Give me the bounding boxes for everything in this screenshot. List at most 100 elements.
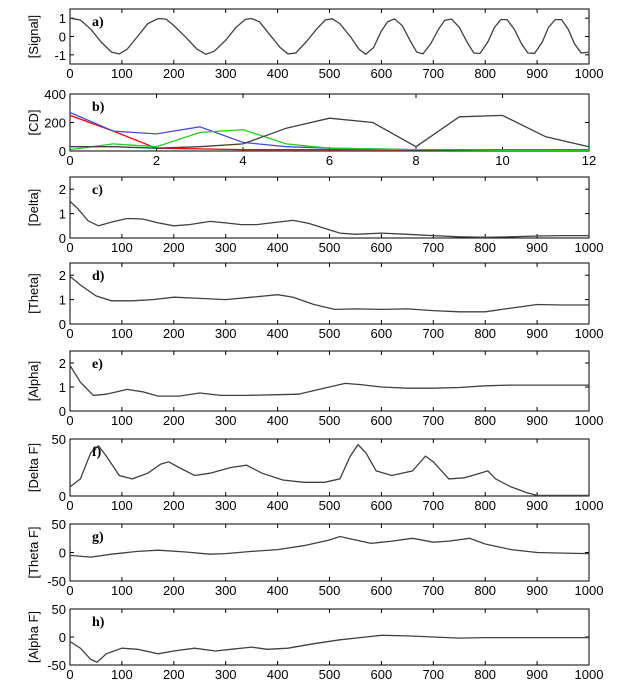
series-line <box>69 365 589 397</box>
x-tick-label: 8 <box>412 153 419 168</box>
x-tick-label: 200 <box>163 326 185 341</box>
x-tick-label: 10 <box>495 153 509 168</box>
x-tick-label: 900 <box>526 326 548 341</box>
x-tick-label: 600 <box>371 413 393 428</box>
x-tick-label: 200 <box>163 667 185 682</box>
x-tick-label: 800 <box>474 240 496 255</box>
y-axis-label: [CD] <box>26 110 41 136</box>
panel-label: g) <box>92 530 104 545</box>
x-tick-label: 700 <box>422 66 444 81</box>
panel-label: b) <box>92 100 105 115</box>
x-tick-label: 600 <box>371 583 393 598</box>
x-tick-label: 12 <box>582 153 596 168</box>
x-tick-label: 500 <box>319 583 341 598</box>
series-line <box>70 114 590 149</box>
x-tick-label: 2 <box>153 153 160 168</box>
y-tick-label: 50 <box>52 517 66 532</box>
series-line <box>69 275 589 313</box>
panel-e: 0 100 200 300 400 500 600 700 800 900 1000 0 1 2 [Alph… <box>26 350 604 428</box>
panel-a: 0 100 200 300 400 500 600 700 800 900 100010-1[Sig… <box>26 8 603 81</box>
x-tick-label: 800 <box>474 66 496 81</box>
x-tick-label: 900 <box>526 66 548 81</box>
x-tick-label: 0 <box>66 66 73 81</box>
x-tick-label: 500 <box>319 240 341 255</box>
x-tick-label: 700 <box>422 667 444 682</box>
x-tick-label: 700 <box>422 326 444 341</box>
plot-frame <box>69 176 590 239</box>
panel-b: 0 2 4 6 8 10 12 0 200 400[CD] b) <box>26 87 596 168</box>
panel-label: d) <box>92 269 105 284</box>
x-tick-label: 0 <box>66 498 73 513</box>
x-tick-label: 400 <box>267 413 289 428</box>
series-line <box>69 200 589 238</box>
series-line <box>69 17 590 56</box>
y-tick-label: 0 <box>59 630 66 645</box>
y-tick-label: 0 <box>59 489 66 504</box>
x-tick-label: 200 <box>163 240 185 255</box>
x-tick-label: 600 <box>371 667 393 682</box>
y-tick-label: -1 <box>54 48 66 63</box>
y-tick-label: 0 <box>59 546 66 561</box>
y-tick-label: 2 <box>59 182 66 197</box>
panel-f: 0 100 200 300 400 500 600 700 800 900 1000 0 50 [Delt… <box>26 432 603 513</box>
x-tick-label: 1000 <box>575 583 604 598</box>
x-tick-label: 6 <box>326 153 333 168</box>
panel-label: a) <box>92 15 104 30</box>
x-tick-label: 800 <box>474 667 496 682</box>
x-tick-label: 500 <box>319 326 341 341</box>
x-tick-label: 1000 <box>575 326 604 341</box>
y-axis-label: [Delta] <box>26 189 41 227</box>
x-tick-label: 1000 <box>575 667 604 682</box>
x-tick-label: 200 <box>163 583 185 598</box>
x-tick-label: 100 <box>111 326 133 341</box>
y-tick-label: 0 <box>59 231 66 246</box>
series-line <box>69 443 589 497</box>
plot-frame <box>69 93 590 152</box>
panel-g: 0 100 200 300 400 500 600 700 800 900 1000500-50[T… <box>26 517 603 598</box>
y-tick-label: 0 <box>59 30 66 45</box>
x-tick-label: 300 <box>215 240 237 255</box>
y-tick-label: 1 <box>59 207 66 222</box>
x-tick-label: 600 <box>371 240 393 255</box>
x-tick-label: 800 <box>474 498 496 513</box>
x-tick-label: 1000 <box>575 240 604 255</box>
y-axis-label: [Signal] <box>26 15 41 58</box>
x-tick-label: 900 <box>526 667 548 682</box>
x-tick-label: 600 <box>371 498 393 513</box>
panel-label: f) <box>92 445 102 460</box>
x-tick-label: 1000 <box>575 413 604 428</box>
x-tick-label: 600 <box>371 326 393 341</box>
plot-frame <box>69 8 590 65</box>
y-tick-label: 1 <box>59 293 66 308</box>
x-tick-label: 100 <box>111 240 133 255</box>
x-tick-label: 400 <box>267 498 289 513</box>
x-tick-label: 0 <box>66 583 73 598</box>
x-tick-label: 100 <box>111 667 133 682</box>
x-tick-label: 800 <box>474 326 496 341</box>
y-tick-label: 200 <box>44 116 66 131</box>
series-line <box>69 535 590 558</box>
x-tick-label: 700 <box>422 498 444 513</box>
y-tick-label: 0 <box>59 144 66 159</box>
y-tick-label: -50 <box>47 658 66 673</box>
x-tick-label: 200 <box>163 66 185 81</box>
x-tick-label: 300 <box>215 667 237 682</box>
x-tick-label: 0 <box>66 413 73 428</box>
x-tick-label: 600 <box>371 66 393 81</box>
x-tick-label: 100 <box>111 413 133 428</box>
x-tick-label: 900 <box>526 413 548 428</box>
x-tick-label: 0 <box>66 326 73 341</box>
x-tick-label: 200 <box>163 413 185 428</box>
y-tick-label: 0 <box>59 404 66 419</box>
y-tick-label: 2 <box>59 268 66 283</box>
y-axis-label: [Alpha] <box>26 361 41 401</box>
series-line <box>69 128 589 151</box>
x-tick-label: 500 <box>319 66 341 81</box>
x-tick-label: 300 <box>215 413 237 428</box>
y-axis-label: [Alpha F] <box>26 611 41 663</box>
x-tick-label: 400 <box>267 240 289 255</box>
y-axis-label: [Theta F] <box>26 526 41 578</box>
x-tick-label: 0 <box>66 667 73 682</box>
panel-label: c) <box>92 183 103 198</box>
